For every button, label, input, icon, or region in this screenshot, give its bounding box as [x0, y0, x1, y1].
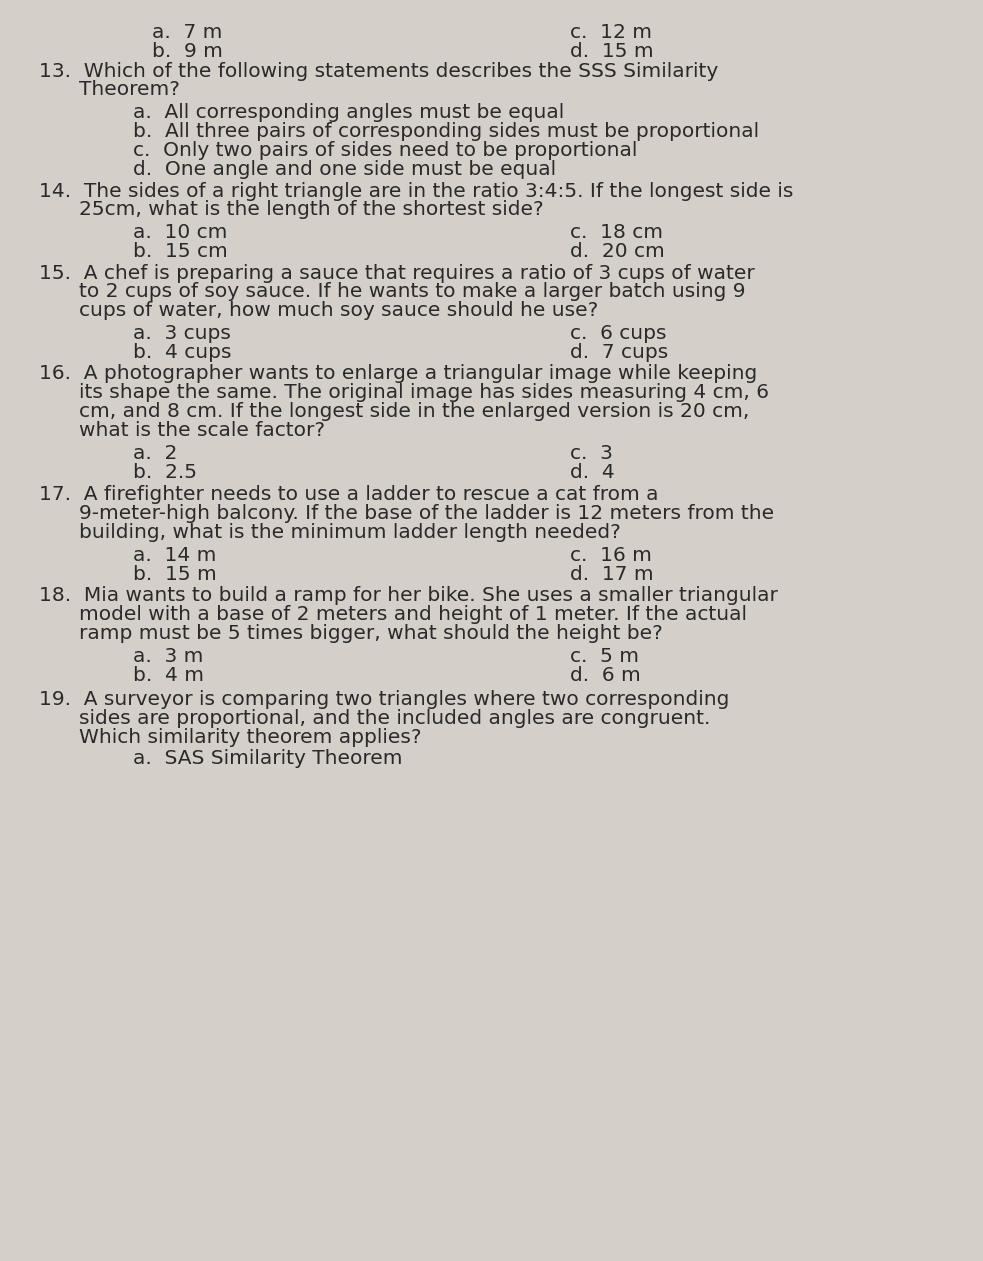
Text: Theorem?: Theorem? — [79, 81, 180, 100]
Text: c.  Only two pairs of sides need to be proportional: c. Only two pairs of sides need to be pr… — [133, 141, 637, 160]
Text: ramp must be 5 times bigger, what should the height be?: ramp must be 5 times bigger, what should… — [79, 624, 663, 643]
Text: b.  15 cm: b. 15 cm — [133, 242, 227, 261]
Text: c.  5 m: c. 5 m — [570, 647, 639, 666]
Text: c.  6 cups: c. 6 cups — [570, 324, 666, 343]
Text: c.  3: c. 3 — [570, 444, 613, 463]
Text: b.  2.5: b. 2.5 — [133, 463, 197, 482]
Text: a.  14 m: a. 14 m — [133, 546, 216, 565]
Text: a.  10 cm: a. 10 cm — [133, 223, 227, 242]
Text: a.  7 m: a. 7 m — [152, 23, 223, 42]
Text: b.  All three pairs of corresponding sides must be proportional: b. All three pairs of corresponding side… — [133, 122, 759, 141]
Text: b.  15 m: b. 15 m — [133, 565, 216, 584]
Text: c.  12 m: c. 12 m — [570, 23, 652, 42]
Text: its shape the same. The original image has sides measuring 4 cm, 6: its shape the same. The original image h… — [79, 383, 769, 402]
Text: c.  18 cm: c. 18 cm — [570, 223, 664, 242]
Text: cm, and 8 cm. If the longest side in the enlarged version is 20 cm,: cm, and 8 cm. If the longest side in the… — [79, 402, 749, 421]
Text: a.  3 m: a. 3 m — [133, 647, 203, 666]
Text: d.  One angle and one side must be equal: d. One angle and one side must be equal — [133, 160, 555, 179]
Text: 17.  A firefighter needs to use a ladder to rescue a cat from a: 17. A firefighter needs to use a ladder … — [39, 485, 659, 504]
Text: b.  4 cups: b. 4 cups — [133, 343, 231, 362]
Text: 9-meter-high balcony. If the base of the ladder is 12 meters from the: 9-meter-high balcony. If the base of the… — [79, 504, 774, 523]
Text: 19.  A surveyor is comparing two triangles where two corresponding: 19. A surveyor is comparing two triangle… — [39, 690, 729, 709]
Text: building, what is the minimum ladder length needed?: building, what is the minimum ladder len… — [79, 523, 620, 542]
Text: b.  4 m: b. 4 m — [133, 666, 203, 685]
Text: to 2 cups of soy sauce. If he wants to make a larger batch using 9: to 2 cups of soy sauce. If he wants to m… — [79, 282, 745, 301]
Text: a.  SAS Similarity Theorem: a. SAS Similarity Theorem — [133, 749, 402, 768]
Text: 25cm, what is the length of the shortest side?: 25cm, what is the length of the shortest… — [79, 200, 544, 219]
Text: d.  7 cups: d. 7 cups — [570, 343, 668, 362]
Text: a.  2: a. 2 — [133, 444, 177, 463]
Text: d.  20 cm: d. 20 cm — [570, 242, 665, 261]
Text: d.  15 m: d. 15 m — [570, 42, 654, 61]
Text: model with a base of 2 meters and height of 1 meter. If the actual: model with a base of 2 meters and height… — [79, 605, 747, 624]
Text: Which similarity theorem applies?: Which similarity theorem applies? — [79, 728, 421, 747]
Text: sides are proportional, and the included angles are congruent.: sides are proportional, and the included… — [79, 709, 710, 728]
Text: a.  3 cups: a. 3 cups — [133, 324, 231, 343]
Text: d.  6 m: d. 6 m — [570, 666, 641, 685]
Text: b.  9 m: b. 9 m — [152, 42, 223, 61]
Text: 18.  Mia wants to build a ramp for her bike. She uses a smaller triangular: 18. Mia wants to build a ramp for her bi… — [39, 586, 779, 605]
Text: c.  16 m: c. 16 m — [570, 546, 652, 565]
Text: 13.  Which of the following statements describes the SSS Similarity: 13. Which of the following statements de… — [39, 62, 719, 81]
Text: 15.  A chef is preparing a sauce that requires a ratio of 3 cups of water: 15. A chef is preparing a sauce that req… — [39, 264, 755, 282]
Text: d.  4: d. 4 — [570, 463, 615, 482]
Text: cups of water, how much soy sauce should he use?: cups of water, how much soy sauce should… — [79, 301, 598, 320]
Text: 16.  A photographer wants to enlarge a triangular image while keeping: 16. A photographer wants to enlarge a tr… — [39, 364, 758, 383]
Text: what is the scale factor?: what is the scale factor? — [79, 421, 324, 440]
Text: d.  17 m: d. 17 m — [570, 565, 654, 584]
Text: a.  All corresponding angles must be equal: a. All corresponding angles must be equa… — [133, 103, 564, 122]
Text: 14.  The sides of a right triangle are in the ratio 3:4:5. If the longest side i: 14. The sides of a right triangle are in… — [39, 182, 793, 200]
